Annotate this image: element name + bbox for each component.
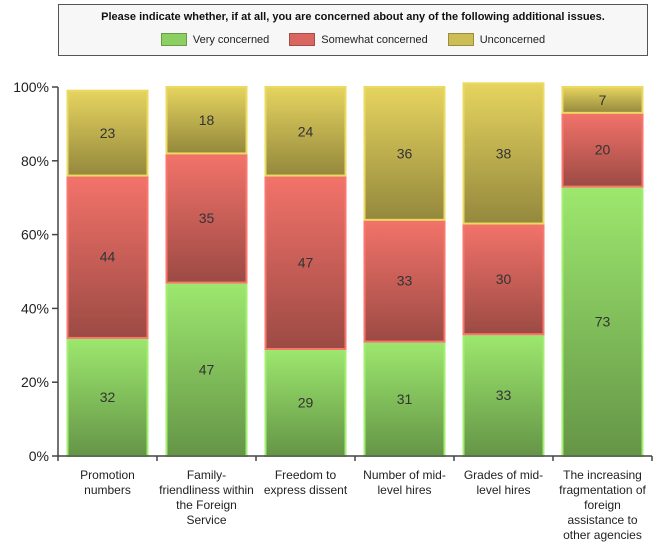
bar-segment (264, 86, 347, 177)
x-tick-label: Family-friendliness within the Foreign S… (159, 468, 254, 527)
data-label: 73 (595, 313, 611, 329)
legend-item-somewhat-concerned: Somewhat concerned (289, 33, 428, 46)
y-tick-label: 40% (21, 300, 49, 316)
legend-label-very-concerned: Very concerned (192, 33, 270, 46)
y-tick-label: 80% (21, 153, 49, 169)
x-tick-label: The increasing fragmentation of foreign … (559, 468, 646, 542)
legend-swatch-somewhat-concerned (289, 33, 316, 46)
data-label: 44 (100, 249, 116, 265)
y-tick-label: 60% (21, 227, 49, 243)
data-label: 47 (298, 254, 314, 270)
data-label: 30 (496, 271, 512, 287)
chart-title: Please indicate whether, if at all, you … (101, 11, 605, 23)
bar-segment (363, 340, 446, 457)
bar-segment (264, 347, 347, 457)
x-tick-label: Promotion numbers (80, 468, 135, 497)
bar-segment (462, 82, 545, 225)
y-tick-label: 100% (13, 79, 49, 95)
bar-segment (66, 89, 149, 177)
axis-layer: 0% 20% 40% 60% 80% 100% (13, 79, 653, 464)
data-label: 33 (496, 387, 512, 403)
data-label: 33 (397, 273, 413, 289)
legend-swatch-very-concerned (160, 33, 187, 46)
bar-segment (561, 185, 644, 457)
legend-label-somewhat-concerned: Somewhat concerned (321, 33, 428, 46)
bar-segment (462, 222, 545, 336)
data-label: 32 (100, 389, 116, 405)
bar-segment (165, 152, 248, 284)
legend-swatch-unconcerned (447, 33, 474, 46)
bars-layer: 32 44 23 47 35 18 29 47 24 31 33 36 33 30 38 73 20 7 (66, 82, 644, 458)
bar-segment (165, 86, 248, 155)
bar-segment (561, 111, 644, 188)
bar-segment (66, 174, 149, 339)
legend-label-unconcerned: Unconcerned (479, 33, 546, 46)
legend: Please indicate whether, if at all, you … (58, 4, 648, 56)
bar-segment (462, 333, 545, 458)
bar-segment (363, 218, 446, 343)
data-label: 23 (100, 125, 116, 141)
data-label: 47 (199, 361, 215, 377)
bar-segment (363, 86, 446, 221)
data-label: 24 (298, 123, 314, 139)
x-tick-label: Freedom to express dissent (263, 468, 348, 497)
bar-segment (66, 336, 149, 458)
legend-items: Very concerned Somewhat concerned Unconc… (59, 33, 647, 46)
data-label: 18 (199, 112, 215, 128)
data-label: 35 (199, 210, 215, 226)
legend-item-very-concerned: Very concerned (160, 33, 270, 46)
data-label: 20 (595, 142, 611, 158)
data-label: 7 (599, 92, 607, 108)
legend-item-unconcerned: Unconcerned (447, 33, 546, 46)
bar-segment (561, 86, 644, 114)
data-label: 31 (397, 391, 413, 407)
x-tick-label: Number of mid-level hires (363, 468, 446, 497)
data-label: 29 (298, 394, 314, 410)
x-tick-label: Grades of mid-level hires (463, 468, 544, 497)
y-tick-label: 0% (29, 448, 49, 464)
data-label: 38 (496, 145, 512, 161)
data-label: 36 (397, 145, 413, 161)
y-tick-label: 20% (21, 374, 49, 390)
